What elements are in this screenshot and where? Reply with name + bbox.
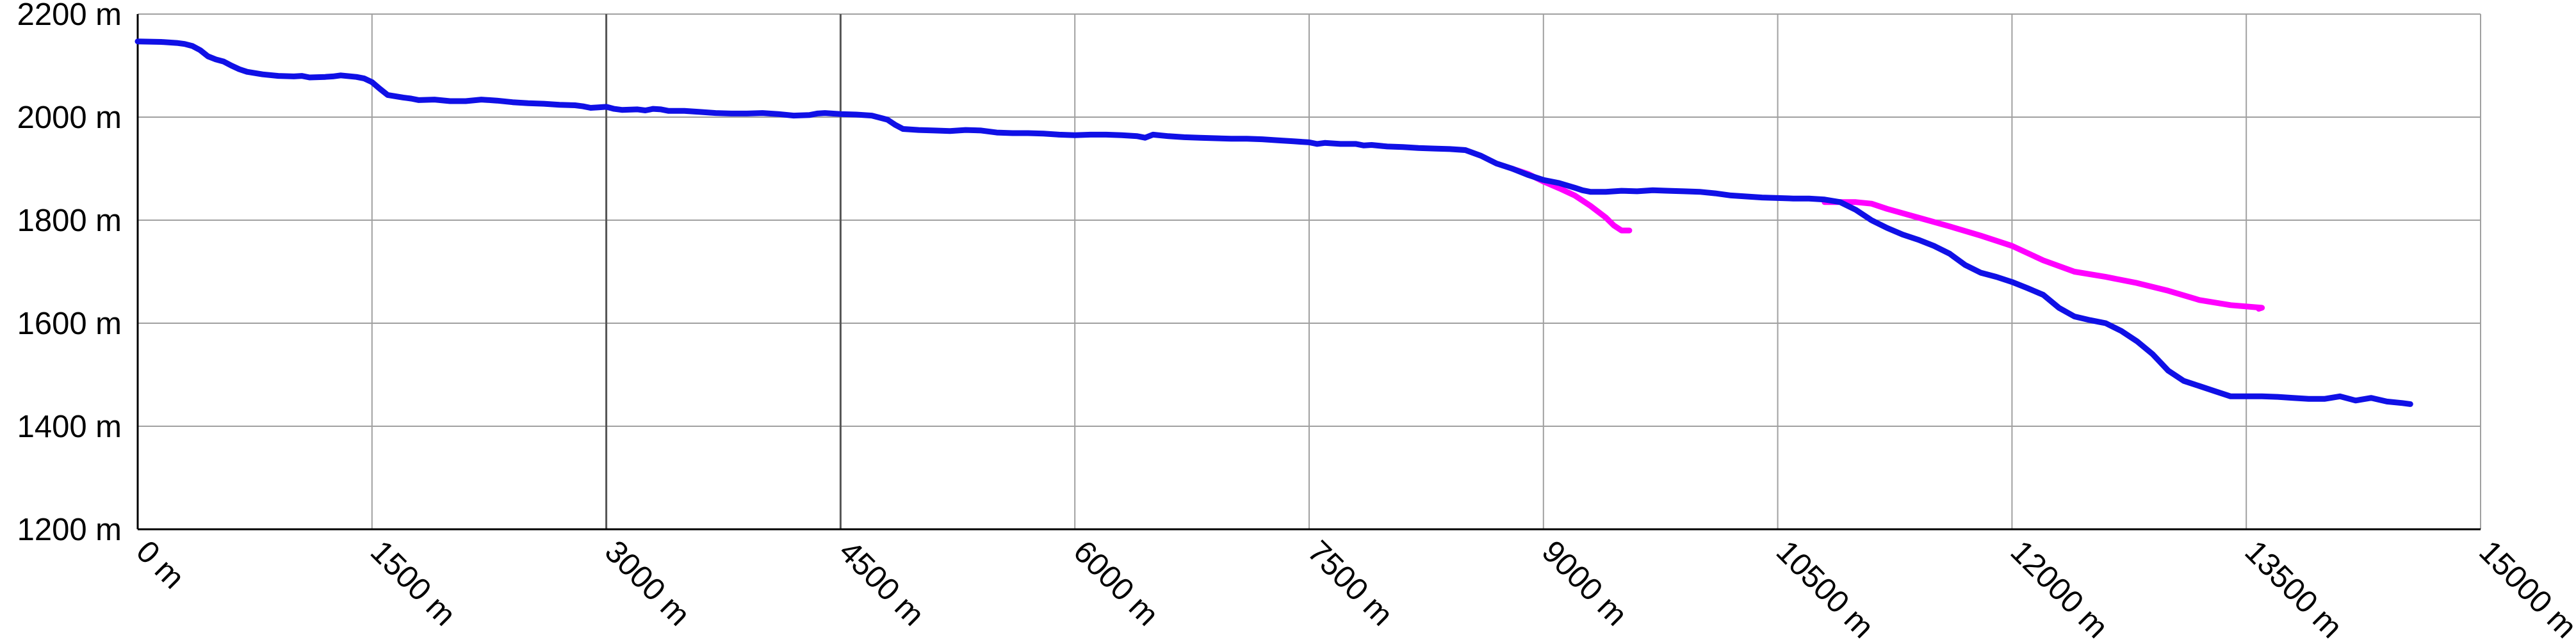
y-tick-label: 2000 m: [17, 100, 122, 135]
grid: [137, 13, 2481, 530]
y-tick-label: 1600 m: [17, 307, 122, 341]
y-axis-tick-labels: 1200 m 1400 m 1600 m 1800 m 2000 m 2200 m: [17, 0, 122, 547]
series-lines: [135, 38, 2413, 407]
y-tick-label: 2200 m: [17, 0, 122, 32]
series-line-3: [135, 38, 2413, 407]
y-tick-label: 1200 m: [17, 513, 122, 547]
series-line-2: [1822, 199, 2265, 312]
axes: [136, 14, 2481, 531]
y-tick-label: 1800 m: [17, 204, 122, 238]
y-tick-label: 1400 m: [17, 410, 122, 444]
